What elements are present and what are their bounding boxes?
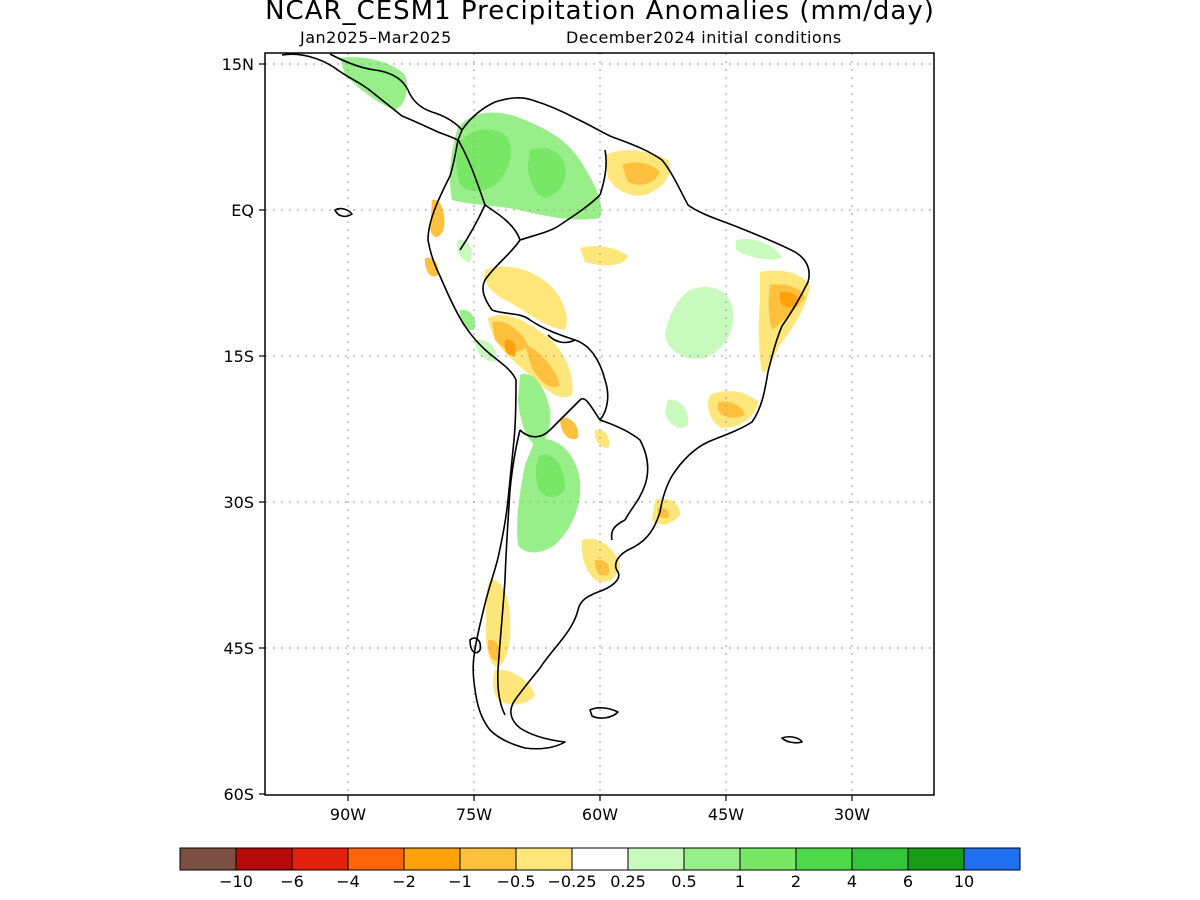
colorbar-label: −1 — [448, 872, 472, 891]
colorbar-label: 4 — [846, 872, 858, 891]
colorbar-swatch — [795, 847, 853, 871]
initial-conditions-label: December2024 initial conditions — [566, 28, 842, 47]
lon-label-45w: 45W — [708, 805, 744, 824]
period-label: Jan2025–Mar2025 — [300, 28, 452, 47]
dry-anomaly-ecuador — [430, 199, 445, 237]
anomaly-shading — [340, 57, 810, 705]
colorbar-swatch — [347, 847, 405, 871]
colorbar-label: 0.25 — [610, 872, 646, 891]
chiloe — [469, 637, 482, 654]
lat-label-60s: 60S — [223, 785, 254, 804]
axis-ticks — [259, 63, 853, 801]
colorbar-label: −0.5 — [496, 872, 536, 891]
colorbar-label: −6 — [280, 872, 304, 891]
colorbar-swatch — [291, 847, 349, 871]
colorbar-swatch — [627, 847, 685, 871]
colorbar-label: 10 — [953, 872, 975, 891]
lat-label-30s: 30S — [223, 493, 254, 512]
wet-anomaly-central-brazil — [665, 286, 734, 359]
country-borders — [457, 139, 649, 716]
colorbar-label: 1 — [734, 872, 746, 891]
colorbar-label: 0.5 — [671, 872, 697, 891]
wet-anomaly-nw-argentina — [518, 374, 551, 445]
coastlines — [281, 53, 810, 750]
colorbar-swatch — [907, 847, 965, 871]
colorbar-swatch — [739, 847, 797, 871]
lat-label-15s: 15S — [223, 347, 254, 366]
plot-frame — [264, 52, 935, 796]
colorbar-swatch — [179, 847, 237, 871]
colorbar-swatch — [403, 847, 461, 871]
colorbar-label: 2 — [790, 872, 802, 891]
dry-anomaly-amazon — [580, 246, 628, 266]
colorbar-swatch — [683, 847, 741, 871]
colorbar-swatch — [459, 847, 517, 871]
colorbar-swatch — [515, 847, 573, 871]
map-title: NCAR_CESM1 Precipitation Anomalies (mm/d… — [265, 0, 935, 26]
falklands — [589, 707, 619, 719]
lon-label-60w: 60W — [582, 805, 618, 824]
colorbar-label: 6 — [902, 872, 914, 891]
colorbar-swatch — [571, 847, 629, 871]
colorbar-label: −2 — [392, 872, 416, 891]
colorbar — [179, 847, 1021, 871]
colorbar-swatch — [963, 847, 1021, 871]
colorbar-label: −4 — [336, 872, 360, 891]
south-america-coast — [427, 97, 810, 750]
galapagos — [334, 207, 353, 218]
grid-lines — [265, 53, 934, 795]
colorbar-label: −10 — [219, 872, 253, 891]
colorbar-label: −0.25 — [547, 872, 597, 891]
central-america-coast — [281, 53, 461, 143]
lat-label-15n: 15N — [222, 55, 254, 74]
south-georgia — [781, 735, 803, 744]
lat-label-eq: EQ — [231, 201, 254, 220]
dry-anomaly-peru — [484, 266, 567, 330]
strong-wet-anomaly-colombia — [456, 129, 512, 192]
wet-anomaly-central-america — [340, 57, 407, 110]
colorbar-swatch — [851, 847, 909, 871]
wet-anomaly-venezuela — [528, 148, 566, 198]
lon-label-75w: 75W — [456, 805, 492, 824]
colorbar-swatch — [235, 847, 293, 871]
lon-label-90w: 90W — [330, 805, 366, 824]
lon-label-30w: 30W — [834, 805, 870, 824]
lat-label-45s: 45S — [223, 639, 254, 658]
